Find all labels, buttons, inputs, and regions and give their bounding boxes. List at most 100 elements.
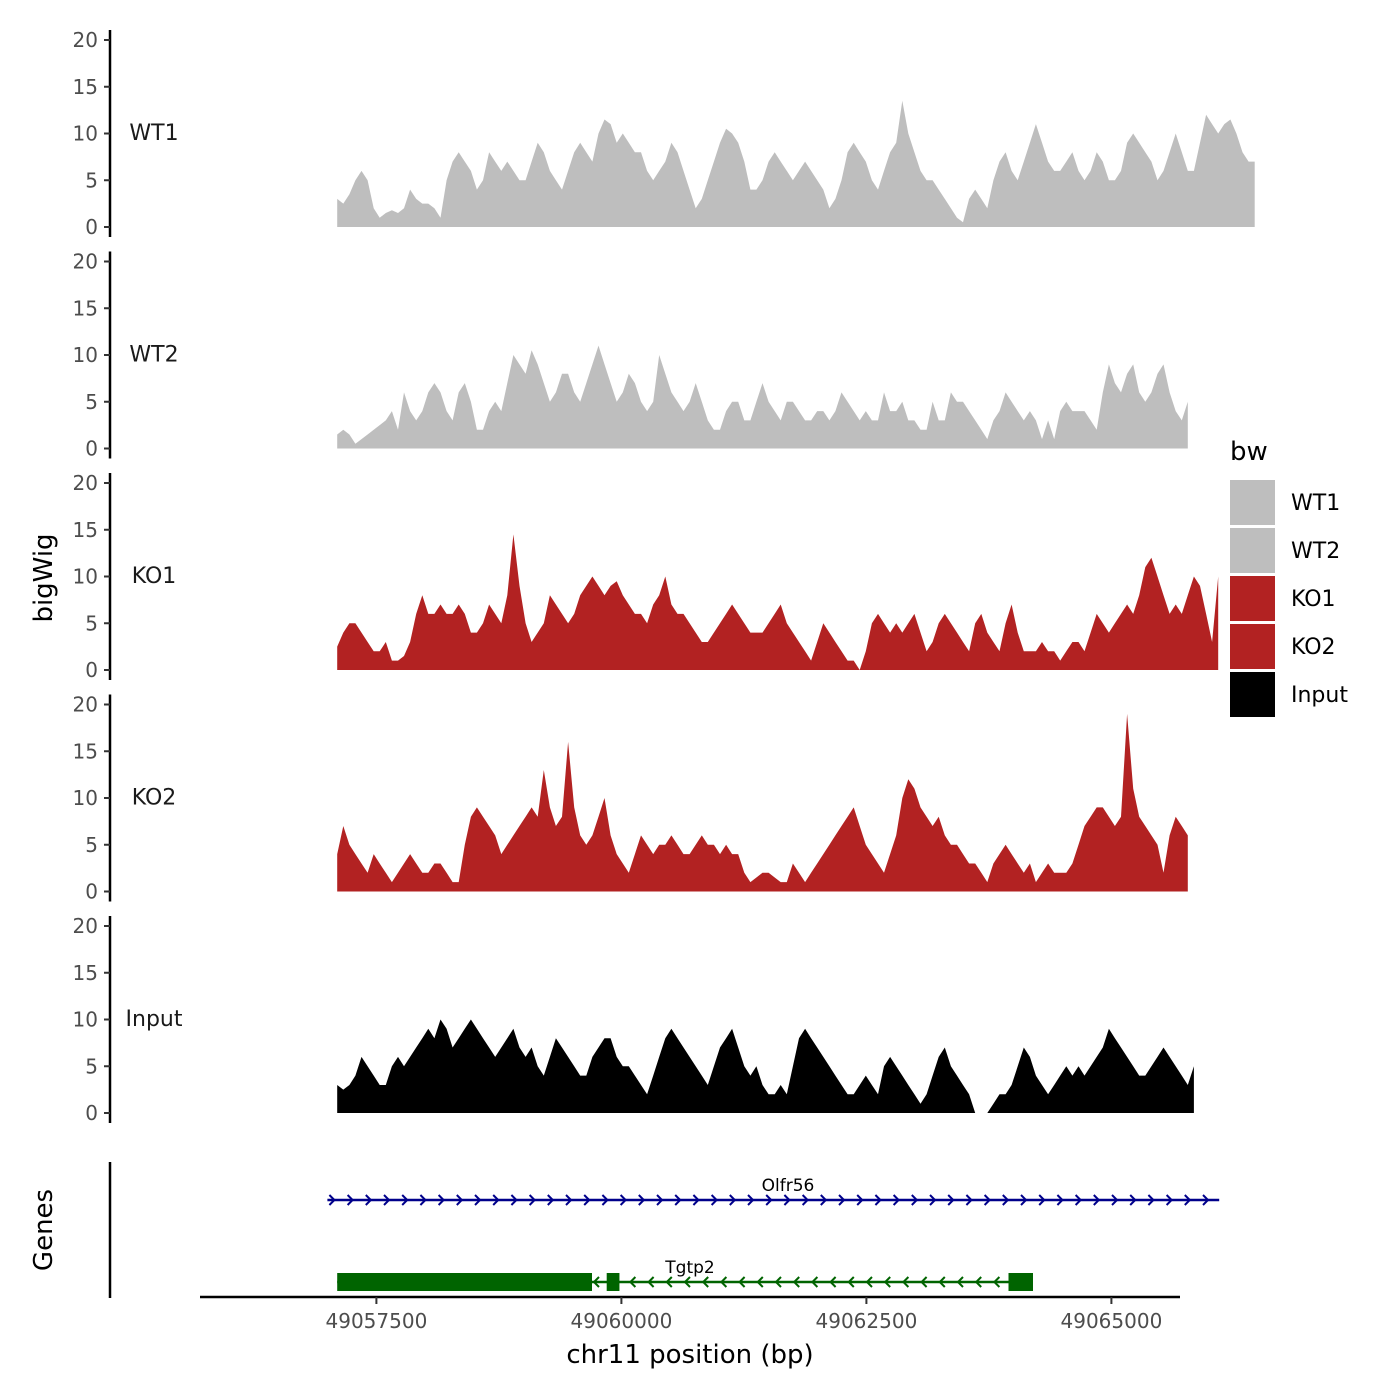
strand-arrow (747, 1194, 755, 1206)
strand-arrow (911, 1194, 919, 1206)
y-tick-label: 20 (73, 28, 98, 52)
track-wt2: 0 5 10 15 20 WT2 (73, 250, 1188, 461)
strand-arrow (665, 1276, 673, 1288)
strand-arrow (974, 1276, 982, 1288)
legend-swatch (1230, 672, 1275, 717)
strand-arrow (1093, 1194, 1101, 1206)
strand-arrow (583, 1194, 591, 1206)
y-tick-label: 15 (73, 961, 98, 985)
area-input (337, 1019, 1194, 1113)
strand-arrow (656, 1194, 664, 1206)
strand-arrow (601, 1194, 609, 1206)
strand-arrow (619, 1194, 628, 1206)
y-tick-label: 20 (73, 914, 98, 938)
legend-label: KO1 (1291, 587, 1336, 612)
strand-arrow (701, 1276, 709, 1288)
track-ko2: 0 5 10 15 20 KO2 (73, 693, 1188, 904)
strand-arrow (1111, 1194, 1119, 1206)
strand-arrow (774, 1276, 782, 1288)
y-tick-label: 5 (85, 833, 98, 857)
strand-arrow (801, 1194, 810, 1206)
facet-label-ko1: KO1 (132, 564, 177, 589)
strand-arrow (1202, 1194, 1210, 1206)
strand-arrow (874, 1194, 882, 1206)
y-tick-label: 10 (73, 122, 98, 146)
track-panels: 0 5 10 15 20 WT1 0 5 10 15 20 WT2 0 5 10 15 20 KO1 0 5 10 15 2… (73, 28, 1255, 1125)
y-tick-label: 20 (73, 250, 98, 274)
strand-arrow (365, 1194, 373, 1206)
strand-arrow (1147, 1194, 1155, 1206)
y-tick-label: 0 (85, 215, 98, 239)
x-tick-label: 49060000 (571, 1309, 673, 1333)
strand-arrow (1002, 1194, 1010, 1206)
legend-label: KO2 (1291, 635, 1336, 660)
strand-arrow (838, 1194, 846, 1206)
y-tick-label: 15 (73, 75, 98, 99)
strand-arrow (929, 1194, 937, 1206)
gene-label: Olfr56 (762, 1176, 815, 1196)
legend-label: WT2 (1291, 539, 1340, 564)
exon (606, 1273, 620, 1291)
legend-item-wt1: WT1 (1230, 480, 1340, 525)
strand-arrow (647, 1276, 655, 1288)
gene-tgtp2: Tgtp2 (337, 1258, 1033, 1291)
strand-arrow (1129, 1194, 1137, 1206)
x-tick-label: 49065000 (1061, 1309, 1163, 1333)
strand-arrow (756, 1276, 764, 1288)
facet-label-ko2: KO2 (132, 786, 177, 811)
strand-arrow (710, 1194, 719, 1206)
area-wt1 (337, 100, 1255, 227)
strand-arrow (847, 1276, 855, 1288)
strand-arrow (638, 1194, 646, 1206)
exon (1008, 1273, 1033, 1291)
strand-arrow (947, 1194, 955, 1206)
strand-arrow (628, 1276, 637, 1288)
genes-panel: Olfr56 Tgtp2 (108, 1162, 1220, 1298)
strand-arrow (592, 1276, 600, 1288)
strand-arrow (565, 1194, 573, 1206)
strand-arrow (328, 1194, 336, 1206)
strand-arrow (920, 1276, 928, 1288)
strand-arrow (528, 1194, 537, 1206)
strand-arrow (983, 1194, 992, 1206)
y-tick-label: 5 (85, 168, 98, 192)
strand-arrow (883, 1276, 891, 1288)
y-tick-label: 15 (73, 296, 98, 320)
legend-title: bw (1230, 437, 1268, 467)
area-ko1 (337, 534, 1219, 670)
legend-item-ko2: KO2 (1230, 624, 1336, 669)
y-tick-label: 0 (85, 880, 98, 904)
facet-label-wt2: WT2 (129, 343, 178, 368)
y-tick-label: 0 (85, 1101, 98, 1125)
strand-arrow (346, 1194, 355, 1206)
strand-arrow (692, 1194, 700, 1206)
gene-label: Tgtp2 (664, 1258, 714, 1278)
y-tick-label: 10 (73, 343, 98, 367)
legend-swatch (1230, 624, 1275, 669)
y-tick-label: 0 (85, 437, 98, 461)
strand-arrow (738, 1276, 746, 1288)
gene-olfr56: Olfr56 (327, 1176, 1220, 1206)
y-tick-label: 0 (85, 658, 98, 682)
y-tick-label: 5 (85, 1054, 98, 1078)
legend: bw WT1 WT2 KO1 KO2 Input (1230, 437, 1348, 717)
legend-item-input: Input (1230, 672, 1348, 717)
strand-arrow (1020, 1194, 1028, 1206)
area-ko2 (337, 713, 1188, 892)
y-tick-label: 10 (73, 1008, 98, 1032)
area-wt2 (337, 345, 1188, 449)
strand-arrow (437, 1194, 446, 1206)
strand-arrow (810, 1276, 819, 1288)
strand-arrow (547, 1194, 555, 1206)
legend-label: WT1 (1291, 491, 1340, 516)
strand-arrow (456, 1194, 464, 1206)
track-input: 0 5 10 15 20 Input (73, 914, 1194, 1125)
y-axis-title: bigWig (29, 533, 59, 622)
facet-label-input: Input (126, 1007, 183, 1032)
legend-item-wt2: WT2 (1230, 528, 1340, 573)
strand-arrow (419, 1194, 427, 1206)
legend-swatch (1230, 528, 1275, 573)
strand-arrow (792, 1276, 800, 1288)
y-tick-label: 20 (73, 471, 98, 495)
